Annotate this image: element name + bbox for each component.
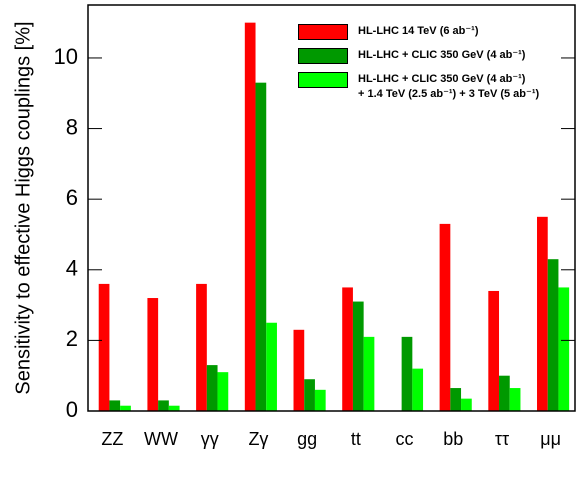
bar — [558, 287, 570, 411]
x-tick-label: bb — [443, 429, 463, 449]
bar — [255, 82, 267, 412]
bar — [109, 400, 121, 411]
bar — [509, 388, 521, 411]
bar — [401, 336, 413, 411]
bar — [439, 223, 451, 411]
bar — [314, 389, 326, 411]
bar — [244, 22, 256, 412]
legend-item: HL-LHC 14 TeV (6 ab⁻¹) — [298, 24, 539, 40]
plot-frame — [87, 4, 576, 412]
bar — [217, 372, 229, 411]
y-tick-label: 2 — [66, 326, 78, 351]
y-tick-label: 8 — [66, 114, 78, 139]
bar — [158, 400, 169, 411]
bar — [352, 301, 364, 411]
bar — [120, 405, 131, 411]
x-tick-label: tt — [351, 429, 361, 449]
bar — [304, 379, 315, 411]
y-tick-label: 0 — [66, 397, 78, 422]
x-tick-label: ZZ — [101, 429, 123, 449]
x-tick-label: μμ — [540, 429, 561, 449]
bar — [499, 375, 510, 411]
bar — [363, 336, 375, 411]
bar — [547, 259, 559, 411]
bar — [98, 283, 110, 411]
bar — [537, 216, 548, 411]
bar — [342, 287, 353, 411]
bar — [450, 388, 462, 411]
legend-item: HL-LHC + CLIC 350 GeV (4 ab⁻¹) — [298, 48, 539, 64]
bar — [168, 405, 180, 411]
x-tick-label: gg — [297, 429, 317, 449]
bar — [147, 298, 159, 411]
y-tick-label: 6 — [66, 185, 78, 210]
y-axis-label: Sensitivity to effective Higgs couplings… — [12, 21, 34, 394]
legend-label: HL-LHC + CLIC 350 GeV (4 ab⁻¹) + 1.4 TeV… — [358, 73, 540, 100]
x-tick-label: Zγ — [248, 429, 268, 449]
legend-label: HL-LHC 14 TeV (6 ab⁻¹) — [358, 25, 479, 37]
bar — [206, 365, 218, 411]
bar — [488, 290, 500, 411]
bar — [266, 322, 277, 411]
legend-label: HL-LHC + CLIC 350 GeV (4 ab⁻¹) — [358, 49, 526, 61]
bar — [412, 368, 424, 411]
bar — [196, 283, 207, 411]
legend-swatch — [298, 24, 348, 40]
y-tick-label: 10 — [54, 44, 78, 69]
x-tick-label: ττ — [495, 429, 509, 449]
x-tick-label: WW — [144, 429, 178, 449]
legend-swatch — [298, 72, 348, 88]
y-tick-label: 4 — [66, 256, 78, 281]
legend: HL-LHC 14 TeV (6 ab⁻¹) HL-LHC + CLIC 350 … — [298, 24, 539, 110]
bar — [461, 398, 472, 411]
x-tick-label: cc — [396, 429, 414, 449]
legend-swatch — [298, 48, 348, 64]
x-tick-label: γγ — [201, 429, 219, 449]
bar — [293, 329, 305, 411]
legend-item: HL-LHC + CLIC 350 GeV (4 ab⁻¹) + 1.4 TeV… — [298, 72, 539, 102]
